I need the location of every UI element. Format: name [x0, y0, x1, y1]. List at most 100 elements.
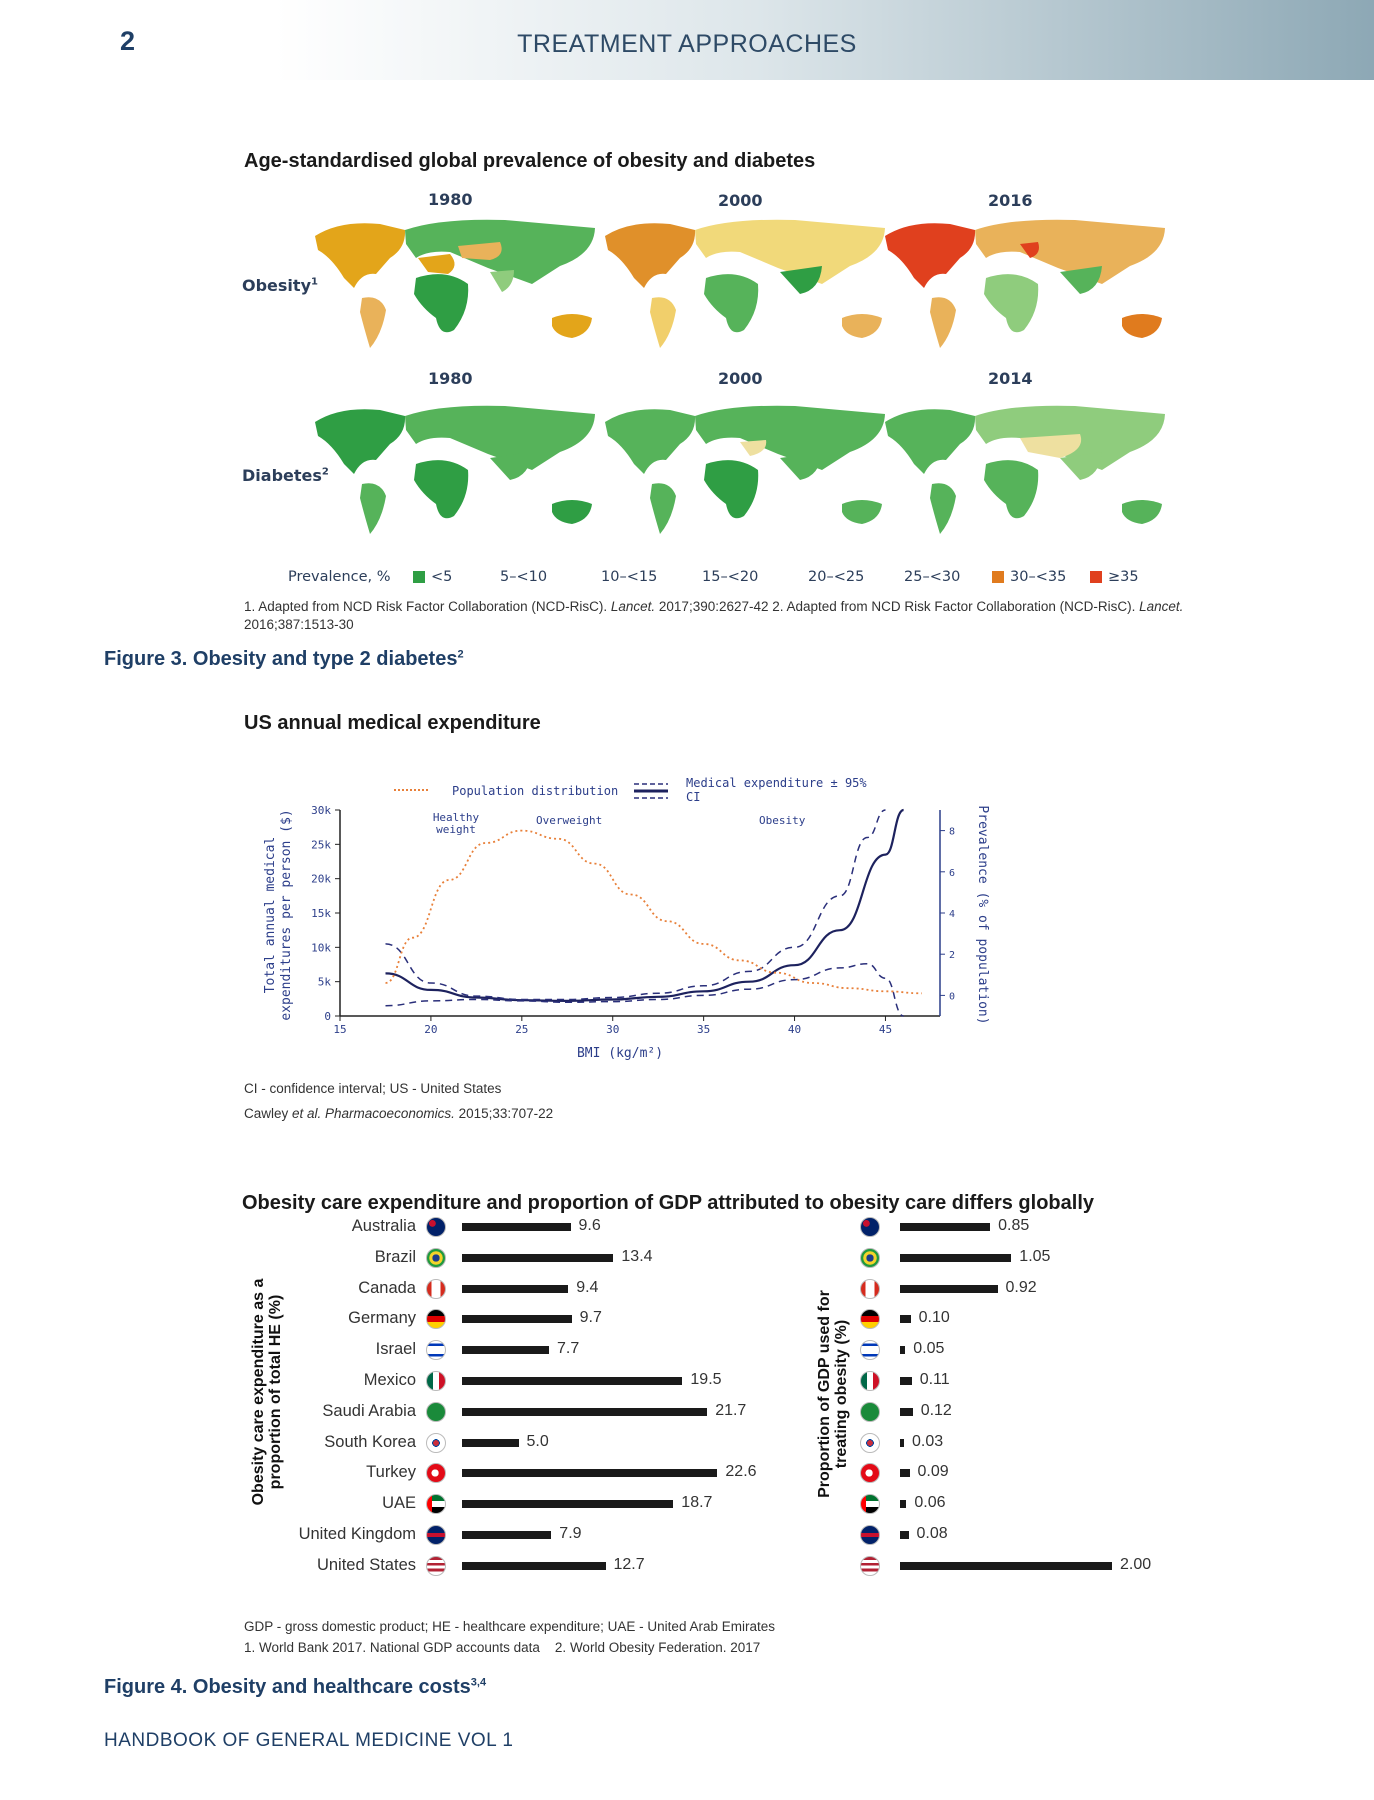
region-healthy-label: Healthy weight	[432, 812, 480, 836]
y2-tick-label: 2	[949, 950, 955, 961]
country-label: Mexico	[363, 1371, 416, 1389]
gdp-bar	[900, 1469, 910, 1478]
australia-flag-icon	[426, 1217, 446, 1237]
page-number: 2	[120, 26, 136, 56]
he-bar	[462, 1315, 572, 1324]
country-label: Canada	[358, 1278, 416, 1297]
country-label: Israel	[375, 1340, 416, 1359]
gdp-value: 0.12	[920, 1401, 952, 1419]
obesity-row-label: Obesity1	[242, 276, 318, 295]
he-value: 7.7	[557, 1340, 580, 1358]
saudi-arabia-flag-icon	[426, 1401, 446, 1422]
gdp-value: 0.03	[912, 1432, 944, 1450]
figure4-caption: Figure 4. Obesity and healthcare costs3,…	[104, 1676, 487, 1698]
canada-flag-icon	[860, 1278, 880, 1299]
legend-swatch-1	[413, 571, 425, 583]
he-value: 21.7	[715, 1401, 747, 1419]
gdp-value: 0.09	[917, 1463, 949, 1481]
gdp-bar	[900, 1284, 998, 1293]
us-expenditure-chart: Population distribution Medical expendit…	[263, 776, 990, 1061]
country-label: United Kingdom	[298, 1525, 416, 1543]
y2-tick-label: 0	[949, 991, 955, 1002]
left-axis-label: Obesity care expenditure as a proportion …	[250, 1278, 284, 1506]
legend-label-2: 5–<10	[500, 569, 548, 585]
obesity-map-2000	[605, 219, 885, 348]
united-states-flag-icon	[860, 1555, 880, 1576]
gdp-value: 0.92	[1005, 1278, 1037, 1296]
y2label: Prevalence (% of population)	[975, 805, 990, 1024]
country-label: United States	[316, 1555, 416, 1574]
he-value: 18.7	[681, 1494, 713, 1512]
legend-label-6: 25–<30	[904, 569, 961, 585]
saudi-arabia-flag-icon	[860, 1401, 880, 1422]
section-title: TREATMENT APPROACHES	[517, 30, 857, 58]
germany-flag-icon	[860, 1309, 880, 1330]
header-band	[0, 0, 1374, 80]
he-bar	[462, 1500, 674, 1509]
gdp-bar	[900, 1377, 912, 1385]
legend-label-3: 10–<15	[601, 569, 658, 585]
he-bar	[462, 1531, 552, 1539]
ci-lower-line	[385, 963, 904, 1017]
uae-flag-icon	[860, 1494, 880, 1515]
gdp-value: 0.85	[998, 1217, 1030, 1234]
obesity-year-3: 2016	[988, 191, 1033, 210]
turkey-flag-icon	[860, 1463, 880, 1484]
x-tick-label: 40	[788, 1023, 801, 1036]
xlabel: BMI (kg/m²)	[577, 1046, 663, 1061]
legend-swatch-8	[1090, 571, 1102, 583]
brazil-flag-icon	[426, 1247, 446, 1268]
legend-label-5: 20–<25	[808, 569, 865, 585]
united-kingdom-flag-icon	[860, 1525, 880, 1545]
gdp-bar	[900, 1346, 906, 1355]
legend-label-7: 30–<35	[1010, 569, 1067, 585]
y-tick-label: 15k	[311, 907, 331, 920]
country-label: Australia	[351, 1217, 416, 1235]
diabetes-map-1980	[315, 405, 595, 534]
he-value: 9.4	[576, 1278, 599, 1296]
diabetes-year-3: 2014	[988, 369, 1033, 388]
gdp-bar	[900, 1561, 1112, 1570]
gdp-bar	[900, 1315, 911, 1324]
he-bar	[462, 1561, 606, 1570]
country-label: UAE	[382, 1494, 416, 1513]
country-label: Saudi Arabia	[322, 1401, 416, 1420]
he-value: 9.6	[578, 1217, 601, 1234]
legend-label-1: <5	[431, 569, 453, 585]
us-chart-heading: US annual medical expenditure	[244, 712, 541, 734]
turkey-flag-icon	[426, 1463, 446, 1484]
gdp-value: 0.05	[913, 1340, 945, 1358]
figure4-heading: Obesity care expenditure and proportion …	[242, 1192, 1095, 1214]
he-value: 19.5	[690, 1371, 722, 1388]
gdp-value: 2.00	[1120, 1555, 1152, 1573]
diabetes-map-2014	[885, 405, 1165, 534]
diabetes-year-1: 1980	[428, 369, 473, 388]
he-bar	[462, 1253, 614, 1262]
ci-upper-line	[385, 809, 886, 1001]
he-value: 5.0	[526, 1432, 549, 1450]
ylabel-line1: Total annual medical	[263, 837, 278, 994]
population-line	[385, 829, 922, 995]
gdp-bar	[900, 1438, 904, 1447]
diabetes-row-label: Diabetes2	[242, 466, 329, 485]
x-tick-label: 45	[879, 1023, 892, 1036]
gdp-bar	[900, 1253, 1012, 1262]
mexico-flag-icon	[860, 1371, 880, 1391]
gdp-bar	[900, 1531, 909, 1539]
mexico-flag-icon	[426, 1371, 446, 1391]
israel-flag-icon	[860, 1340, 880, 1361]
x-tick-label: 35	[697, 1023, 710, 1036]
diabetes-year-2: 2000	[718, 369, 763, 388]
gdp-bar	[900, 1407, 913, 1416]
y-tick-label: 20k	[311, 873, 331, 886]
gdp-bar	[900, 1223, 991, 1231]
he-value: 22.6	[725, 1463, 757, 1481]
diabetes-map-2000	[605, 405, 885, 534]
us-chart-note: CI - confidence interval; US - United St…	[244, 1081, 502, 1096]
x-tick-label: 25	[515, 1023, 528, 1036]
region-obesity-label: Obesity	[759, 814, 806, 827]
country-label: Brazil	[374, 1247, 416, 1266]
he-bar	[462, 1284, 569, 1293]
gdp-value: 0.08	[916, 1525, 948, 1542]
he-bar	[462, 1438, 519, 1447]
